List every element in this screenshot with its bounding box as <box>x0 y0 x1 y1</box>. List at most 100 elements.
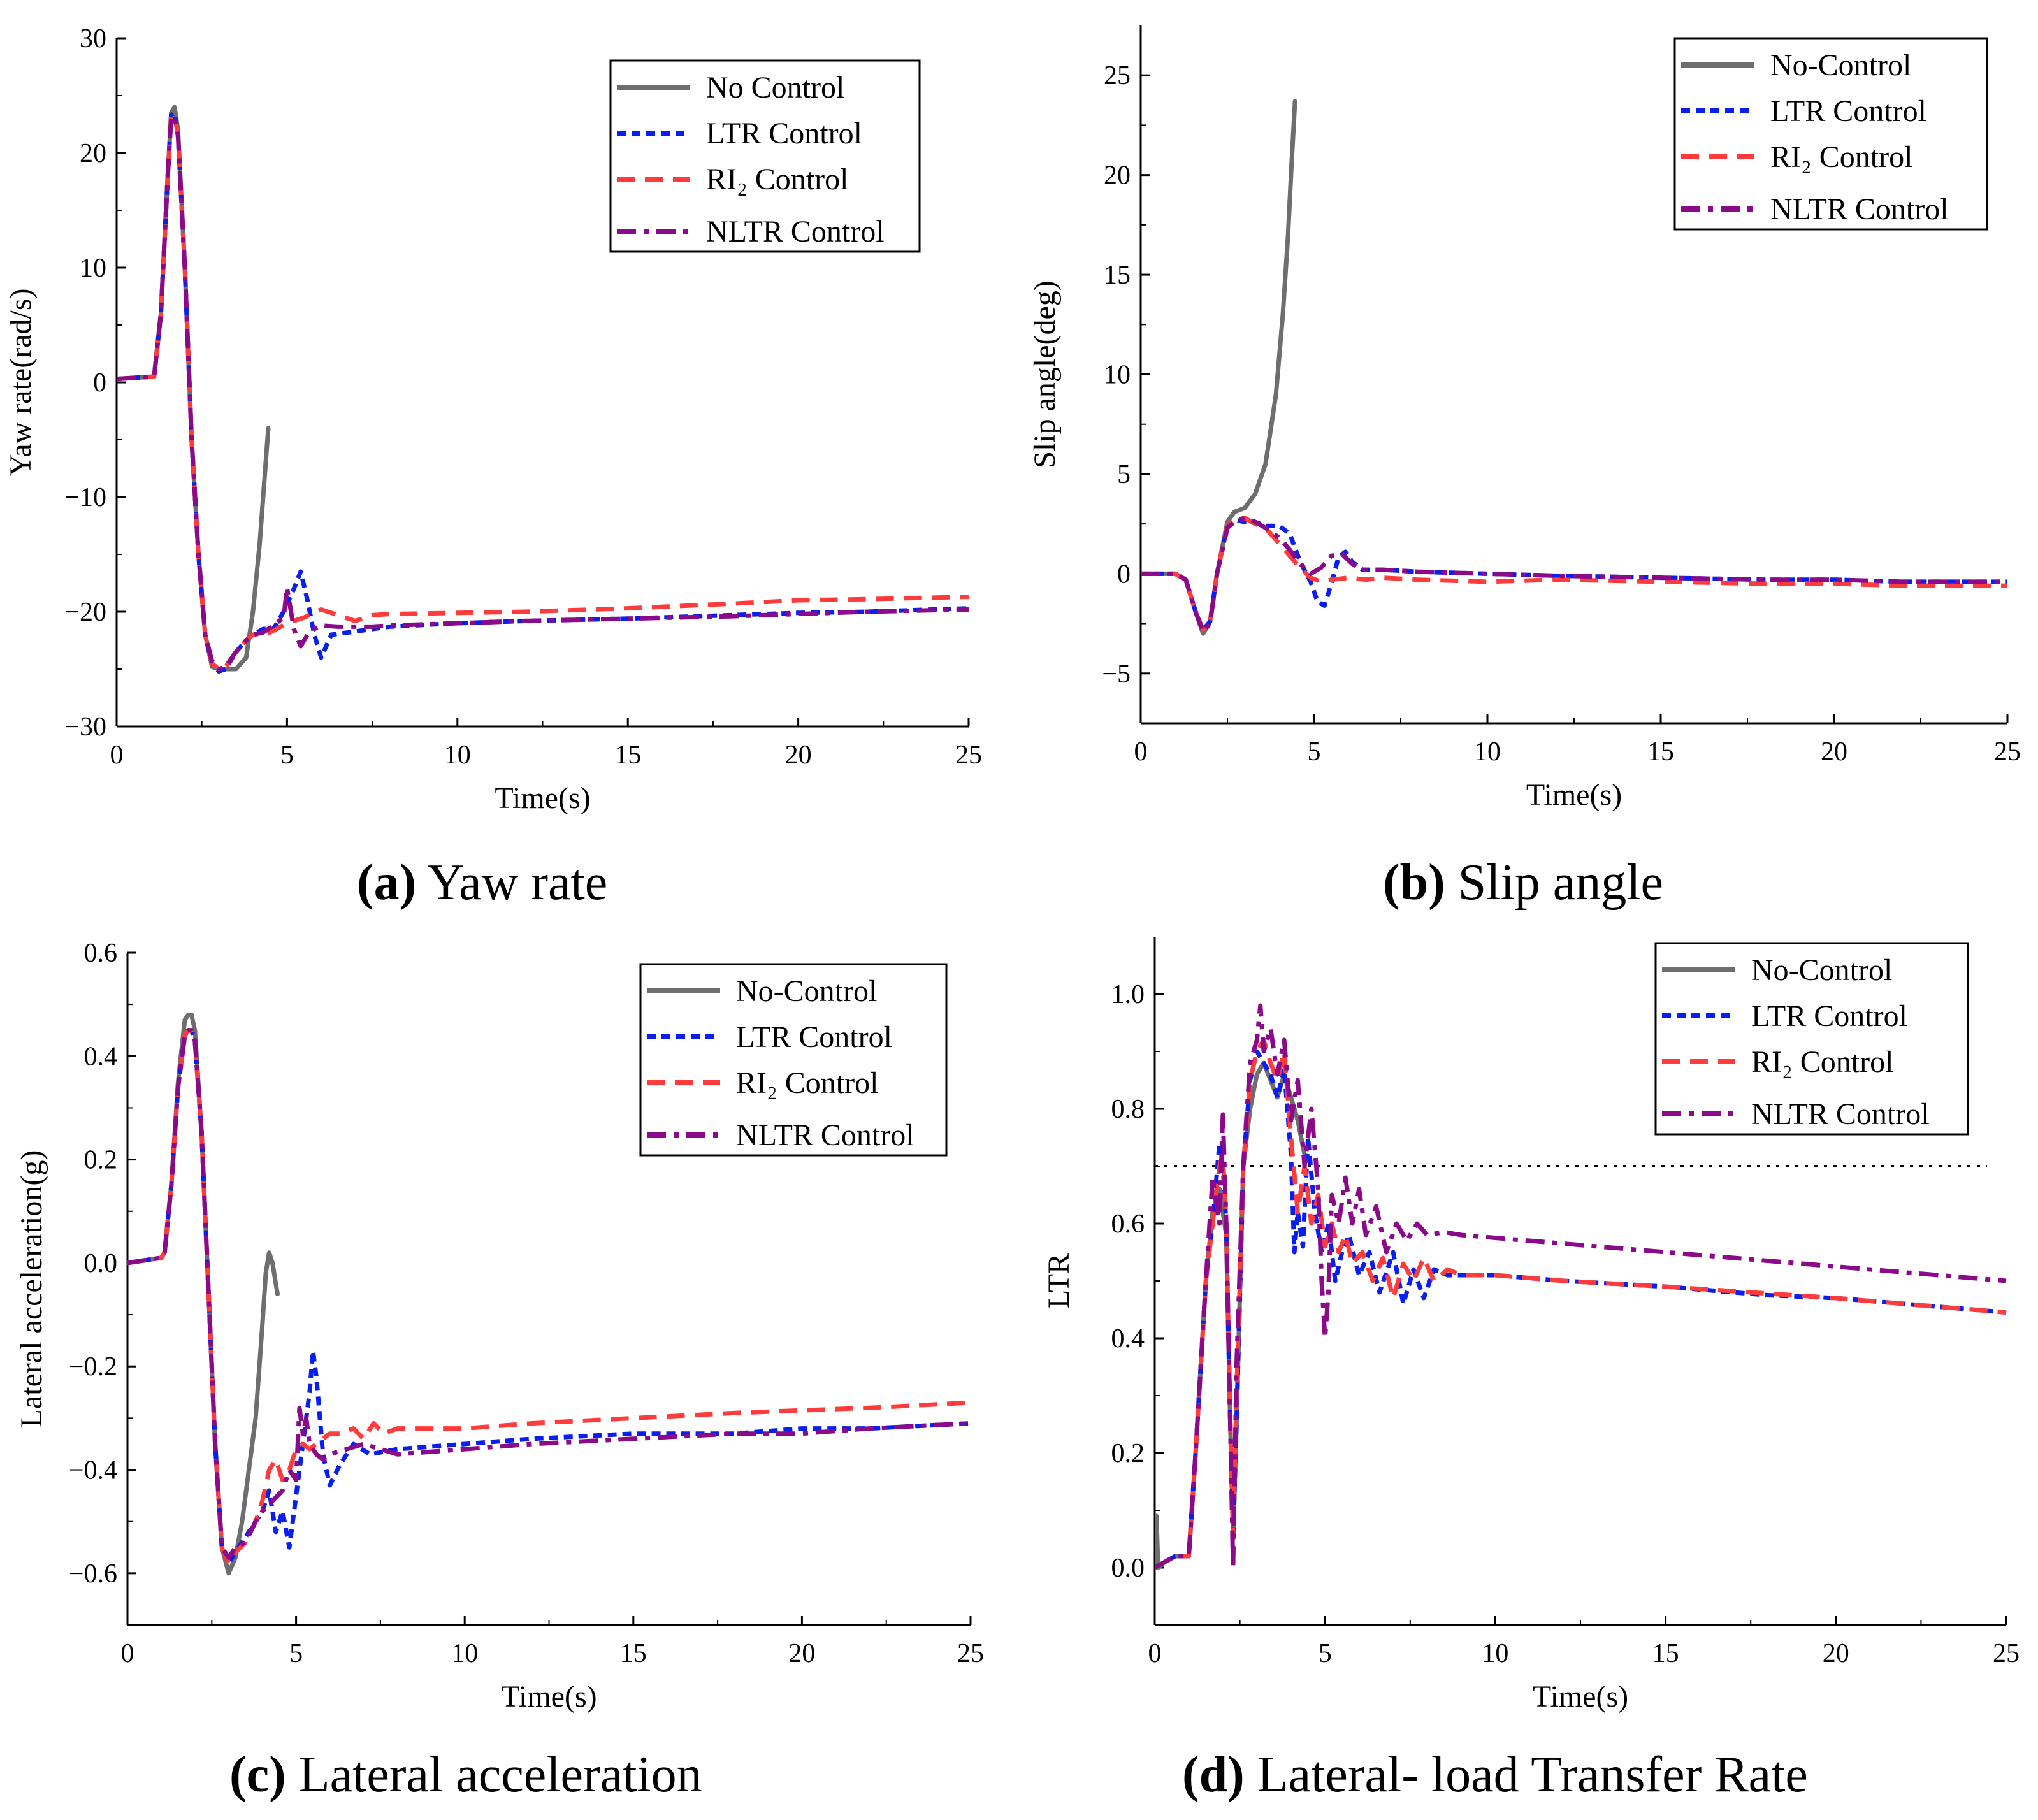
caption-b-text: Slip angle <box>1445 855 1663 911</box>
legend-label: RI₂ Control <box>1770 140 1912 174</box>
x-tick-label: 20 <box>785 740 812 770</box>
caption-a: (a) Yaw rate <box>357 854 607 912</box>
y-tick-label: 1.0 <box>1111 980 1145 1009</box>
legend-label: No Control <box>706 71 844 105</box>
legend-label: LTR Control <box>1770 94 1926 128</box>
x-tick-label: 25 <box>1993 1639 2020 1668</box>
y-tick-label: 10 <box>1104 361 1131 390</box>
series-line-dashdot <box>127 1028 971 1560</box>
x-axis-label: Time(s) <box>1533 1680 1628 1714</box>
legend-label: RI₂ Control <box>1751 1045 1893 1079</box>
caption-d-letter: (d) <box>1182 1747 1245 1803</box>
x-axis-label: Time(s) <box>501 1680 596 1714</box>
series-line-solid <box>127 1012 280 1576</box>
panel-d-ltr: 0 5 10 15 20 25 0.0 0.2 0.4 0.6 0.8 1.0 Time(s) LTR No… <box>1042 937 2020 1714</box>
x-tick-label: 25 <box>1994 737 2021 767</box>
y-tick-label: −30 <box>64 712 106 742</box>
caption-b: (b) Slip angle <box>1383 854 1663 912</box>
x-tick-label: 15 <box>614 740 641 770</box>
x-tick-label: 0 <box>1148 1639 1162 1668</box>
panel-a-yaw-rate: 0 5 10 15 20 25 −30 −20 −10 0 10 20 30 Time(s) Yaw rat… <box>4 24 982 815</box>
series-line-dashdot <box>117 113 969 672</box>
y-axis-label: Slip angle(deg) <box>1028 280 1062 468</box>
series-line-solid <box>117 105 271 672</box>
y-axis-label: Yaw rate(rad/s) <box>4 288 38 476</box>
y-tick-label: −20 <box>64 598 106 627</box>
y-tick-label: 0.4 <box>1111 1324 1145 1354</box>
legend-label: NLTR Control <box>736 1118 914 1152</box>
y-tick-label: −5 <box>1102 660 1131 689</box>
x-tick-label: 15 <box>1652 1639 1679 1668</box>
caption-c-letter: (c) <box>229 1747 286 1803</box>
x-tick-label: 20 <box>1823 1639 1849 1668</box>
y-tick-label: −0.2 <box>69 1352 117 1382</box>
y-tick-label: 0 <box>1117 560 1131 589</box>
y-tick-label: 0.2 <box>1111 1439 1145 1468</box>
legend-label: NLTR Control <box>1751 1097 1930 1131</box>
caption-c-text: Lateral acceleration <box>285 1747 702 1803</box>
x-tick-label: 10 <box>1482 1639 1508 1668</box>
y-tick-label: −0.6 <box>69 1559 117 1589</box>
y-axis-label: Lateral acceleration(g) <box>15 1150 48 1428</box>
legend-label: RI₂ Control <box>736 1066 878 1100</box>
x-axis-label: Time(s) <box>1526 778 1622 812</box>
x-tick-label: 0 <box>110 740 124 770</box>
y-tick-label: 20 <box>1104 161 1131 191</box>
legend-box <box>609 59 921 253</box>
y-tick-label: 25 <box>1104 61 1131 90</box>
y-tick-label: 0.0 <box>1111 1554 1145 1583</box>
caption-d-text: Lateral- load Transfer Rate <box>1244 1747 1808 1803</box>
x-tick-label: 10 <box>1474 737 1501 767</box>
y-tick-label: 0.2 <box>84 1146 118 1175</box>
y-tick-label: 5 <box>1117 460 1131 489</box>
y-tick-label: 0.6 <box>84 939 118 968</box>
y-tick-label: −0.4 <box>69 1456 117 1485</box>
legend-label: No-Control <box>736 974 877 1008</box>
x-axis-label: Time(s) <box>495 781 590 815</box>
y-tick-label: 20 <box>80 139 106 168</box>
x-tick-label: 20 <box>1821 737 1847 767</box>
caption-a-text: Yaw rate <box>416 855 608 911</box>
legend: No-Control LTR Control RI₂ Control NLTR Con… <box>1654 942 1969 1136</box>
legend-label: NLTR Control <box>1770 192 1949 226</box>
x-tick-label: 10 <box>451 1639 478 1668</box>
y-axis-label: LTR <box>1042 1253 1076 1308</box>
x-tick-label: 15 <box>620 1639 647 1668</box>
legend-label: No-Control <box>1751 953 1892 987</box>
y-tick-label: 0 <box>93 368 106 398</box>
x-tick-label: 25 <box>957 1639 984 1668</box>
caption-d: (d) Lateral- load Transfer Rate <box>1182 1746 1808 1804</box>
y-tick-label: 30 <box>80 24 106 54</box>
caption-b-letter: (b) <box>1383 855 1445 911</box>
x-tick-label: 5 <box>289 1639 303 1668</box>
legend-box <box>1673 37 1988 231</box>
legend-label: LTR Control <box>736 1020 892 1054</box>
caption-a-letter: (a) <box>357 855 417 911</box>
series-line-dashed <box>1141 516 2007 632</box>
x-tick-label: 0 <box>1134 737 1148 767</box>
x-tick-label: 20 <box>788 1639 815 1668</box>
legend-label: No-Control <box>1770 48 1911 82</box>
y-tick-label: 0.8 <box>1111 1095 1145 1124</box>
y-tick-label: −10 <box>64 483 106 512</box>
x-tick-label: 25 <box>955 740 982 770</box>
legend: No-Control LTR Control RI₂ Control NLTR Con… <box>1673 37 1988 231</box>
legend-label: LTR Control <box>706 117 862 150</box>
series-line-dashdot <box>1141 516 2007 634</box>
legend-label: LTR Control <box>1751 999 1907 1033</box>
x-tick-label: 15 <box>1647 737 1674 767</box>
series-line-dashed <box>117 113 969 672</box>
y-tick-label: 15 <box>1104 261 1131 290</box>
x-tick-label: 5 <box>1308 737 1321 767</box>
caption-c: (c) Lateral acceleration <box>229 1746 702 1804</box>
x-tick-label: 10 <box>444 740 471 770</box>
legend: No-Control LTR Control RI₂ Control NLTR Con… <box>639 963 948 1157</box>
x-tick-label: 5 <box>280 740 294 770</box>
legend-box <box>639 963 948 1157</box>
panel-b-slip-angle: 0 5 10 15 20 25 −5 0 5 10 15 20 25 Time(s) Slip angle(… <box>1028 25 2021 812</box>
x-tick-label: 0 <box>121 1639 134 1668</box>
y-tick-label: 10 <box>80 254 106 283</box>
series-line-solid <box>1141 99 1297 636</box>
legend: No Control LTR Control RI₂ Control NLTR Con… <box>609 59 921 253</box>
legend-box <box>1654 942 1969 1136</box>
